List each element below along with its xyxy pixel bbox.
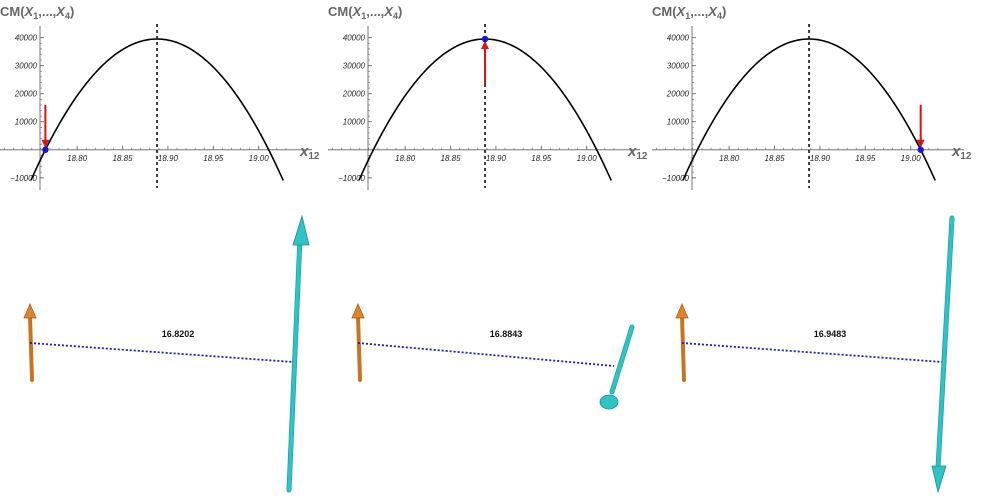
y-tick-label: 10000 bbox=[667, 118, 690, 127]
orange-stick-head bbox=[675, 302, 689, 319]
x-axis-label: x12 bbox=[951, 143, 972, 162]
y-tick-label: 30000 bbox=[667, 62, 690, 71]
y-tick-label: 30000 bbox=[343, 62, 366, 71]
cm-curve bbox=[30, 38, 284, 181]
indicator-arrow-head bbox=[916, 139, 925, 148]
y-tick-label: 40000 bbox=[667, 34, 690, 43]
y-tick-label: −10000 bbox=[338, 174, 365, 183]
y-axis-label: CM(X1,...,X4) bbox=[0, 4, 74, 21]
x-tick-label: 18.95 bbox=[203, 154, 224, 163]
cyan-stick bbox=[610, 325, 634, 394]
panel-1: CM(X1,...,X4) 18.80 18.85 18.90 18.95 19.00 −1… bbox=[0, 4, 320, 493]
y-axis-label: CM(X1,...,X4) bbox=[652, 4, 726, 21]
x-tick-label: 18.85 bbox=[765, 154, 786, 163]
orange-stick-head bbox=[23, 302, 37, 319]
y-tick-label: 40000 bbox=[343, 34, 366, 43]
x-tick-label: 18.90 bbox=[810, 154, 831, 163]
y-tick-label: 20000 bbox=[342, 90, 366, 99]
distance-label: 16.8843 bbox=[490, 329, 523, 339]
x-tick-label: 18.85 bbox=[441, 154, 462, 163]
x-tick-label: 18.90 bbox=[158, 154, 179, 163]
x-tick-label: 19.00 bbox=[249, 154, 270, 163]
x-axis-label: x12 bbox=[299, 143, 320, 162]
x-axis-label: x12 bbox=[627, 143, 648, 162]
distance-label: 16.8202 bbox=[162, 329, 195, 339]
y-tick-label: 10000 bbox=[15, 118, 38, 127]
cyan-stick bbox=[936, 216, 954, 470]
distance-link bbox=[681, 342, 943, 363]
cyan-stick bbox=[287, 236, 302, 492]
x-tick-label: 18.80 bbox=[719, 154, 740, 163]
orange-stick bbox=[28, 314, 34, 382]
x-tick-label: 18.95 bbox=[855, 154, 876, 163]
y-tick-label: 40000 bbox=[15, 34, 38, 43]
x-tick-label: 18.85 bbox=[113, 154, 134, 163]
distance-label: 16.9483 bbox=[814, 329, 847, 339]
cm-curve bbox=[682, 38, 936, 181]
orange-stick-head bbox=[351, 302, 365, 319]
distance-link bbox=[357, 342, 615, 367]
indicator-arrow-head bbox=[41, 139, 50, 148]
y-axis-label: CM(X1,...,X4) bbox=[328, 4, 402, 21]
current-point-marker bbox=[481, 35, 489, 43]
x-tick-label: 19.00 bbox=[577, 154, 598, 163]
current-point-marker bbox=[42, 146, 49, 153]
y-tick-label: 20000 bbox=[666, 90, 690, 99]
distance-link bbox=[29, 342, 294, 363]
cyan-stick-head bbox=[599, 394, 619, 410]
y-tick-label: 10000 bbox=[343, 118, 366, 127]
x-tick-label: 18.80 bbox=[395, 154, 416, 163]
x-tick-label: 19.00 bbox=[901, 154, 922, 163]
cyan-stick-head bbox=[292, 214, 310, 246]
x-tick-label: 18.95 bbox=[531, 154, 552, 163]
cyan-stick-head bbox=[931, 465, 947, 494]
current-point-marker bbox=[917, 146, 924, 153]
panel-2: CM(X1,...,X4) 18.80 18.85 18.90 18.95 19.00 −1… bbox=[328, 4, 648, 410]
y-tick-label: 30000 bbox=[15, 62, 38, 71]
y-tick-label: 20000 bbox=[14, 90, 38, 99]
orange-stick bbox=[356, 314, 362, 382]
y-tick-label: −10000 bbox=[10, 174, 37, 183]
x-tick-label: 18.80 bbox=[67, 154, 88, 163]
x-tick-label: 18.90 bbox=[486, 154, 507, 163]
indicator-arrow-head bbox=[481, 41, 490, 50]
y-tick-label: −10000 bbox=[662, 174, 689, 183]
panel-3: CM(X1,...,X4) 18.80 18.85 18.90 18.95 19.00 −1… bbox=[652, 4, 972, 494]
orange-stick bbox=[680, 314, 686, 382]
